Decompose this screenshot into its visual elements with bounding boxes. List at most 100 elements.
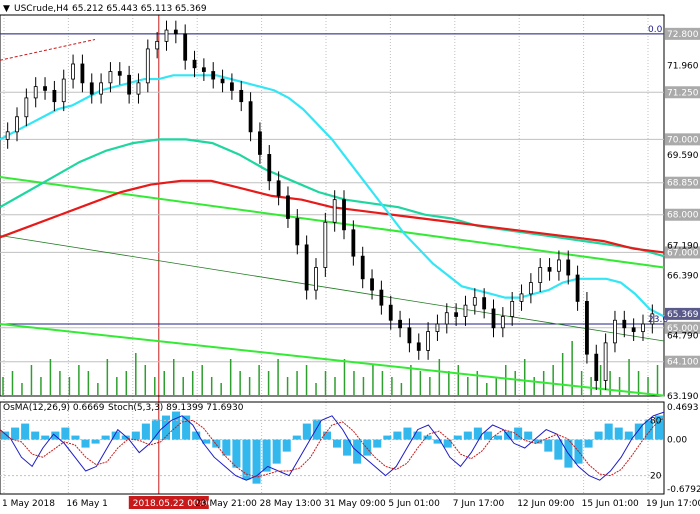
osma-bar	[343, 439, 352, 456]
candle-body	[482, 297, 487, 310]
candle-body	[472, 297, 477, 306]
osma-bar	[493, 435, 503, 440]
osma-axis-label: 0.00	[667, 436, 687, 446]
chart-header-symbol: USCrude,H4	[14, 4, 69, 14]
osma-bar	[232, 439, 241, 468]
candle-body	[183, 33, 188, 61]
candle-body	[248, 101, 253, 133]
osma-bar	[61, 427, 70, 440]
time-label: 12 Jun 09:00	[517, 499, 574, 509]
stoch-signal-line	[0, 417, 665, 478]
osma-bar	[333, 439, 342, 448]
level-label-bg	[665, 355, 700, 368]
level-label-bg	[665, 133, 700, 146]
channel-line	[0, 176, 665, 269]
oscillator-panel: 0.4693 0.00 -0.6792 20 80	[0, 403, 700, 495]
osma-bar	[71, 435, 80, 440]
candle-body	[314, 267, 318, 291]
candle-body	[510, 301, 515, 317]
osma-bar	[363, 439, 372, 456]
candle-body	[211, 71, 216, 80]
osma-bar	[111, 431, 120, 440]
osma-bar	[212, 439, 221, 448]
fib-label: 0.0	[648, 25, 663, 35]
candle-body	[295, 218, 300, 246]
osma-bar	[161, 415, 171, 440]
time-label: 23 May 21:00	[195, 499, 257, 509]
candle-body	[173, 29, 178, 35]
candle-body	[33, 86, 38, 99]
volume-bars	[2, 341, 659, 395]
sub-frame	[0, 401, 665, 495]
candle-body	[613, 319, 617, 344]
candle-body	[370, 278, 374, 291]
candle-body	[15, 116, 19, 133]
osma-bar	[21, 423, 30, 440]
osma-bar	[393, 431, 402, 440]
level-label: 65.000	[667, 324, 699, 334]
level-label-bg	[665, 246, 700, 259]
osma-bar	[534, 439, 543, 444]
osma-bar	[91, 439, 100, 444]
candle-body	[351, 229, 356, 257]
level-label: 68.000	[667, 211, 699, 221]
candle-body	[379, 289, 384, 306]
osma-bar	[81, 439, 90, 448]
osma-bar	[202, 439, 211, 444]
osma-bar	[413, 431, 422, 440]
osma-bar	[423, 435, 432, 440]
candle-body	[5, 131, 10, 140]
candle-body	[388, 304, 393, 321]
candle-body	[61, 78, 66, 103]
fib-label: 23.6	[648, 315, 668, 325]
candle-body	[463, 304, 468, 317]
stoch-level-label: 80	[650, 416, 662, 426]
candle-body	[416, 342, 421, 351]
osma-bar	[584, 439, 593, 448]
channel-line	[0, 235, 665, 342]
level-label: 64.100	[667, 358, 699, 368]
candle-body	[239, 89, 244, 103]
candle-body	[528, 282, 533, 295]
trend-line	[0, 39, 96, 61]
candle-body	[136, 82, 141, 95]
candle-body	[342, 199, 346, 231]
stoch-header: Stoch(5,3,3) 89.1399 71.6930	[108, 403, 244, 413]
price-tick-label: 66.390	[667, 271, 699, 281]
candle-body	[631, 327, 636, 332]
price-axis-labels: 72.800 71.250 70.000 68.850 68.000 67.000 65.0…	[648, 25, 700, 402]
level-label-bg	[665, 176, 700, 189]
current-price-label: 65.369	[667, 310, 699, 320]
osma-bar	[282, 439, 291, 452]
candle-body	[80, 63, 85, 84]
candle-body	[426, 331, 431, 351]
current-price-bg	[665, 307, 700, 320]
osma-bar	[272, 439, 281, 464]
osma-bar	[192, 431, 201, 440]
price-tick-label: 63.190	[667, 392, 699, 402]
candle-body	[108, 71, 113, 84]
arrow-down-icon[interactable]: ▼	[3, 4, 10, 14]
candle-body	[24, 97, 29, 118]
candle-body	[323, 221, 328, 268]
osma-bar	[483, 431, 492, 440]
candle-body	[52, 89, 57, 103]
candle-body	[594, 353, 599, 381]
osma-bar	[151, 419, 160, 440]
osma-bar	[252, 439, 261, 484]
candle-body	[332, 199, 337, 223]
candle-body	[538, 267, 543, 283]
candle-body	[229, 82, 234, 91]
osma-bar	[453, 435, 462, 440]
candle-body	[43, 86, 47, 91]
candle-body	[117, 71, 122, 76]
osma-bar	[11, 427, 20, 440]
osma-bar	[604, 423, 613, 440]
candles	[5, 20, 655, 390]
candle-body	[89, 82, 94, 95]
candle-body	[585, 301, 589, 355]
osma-bar	[1, 431, 10, 440]
osma-header: OsMA(12,26,9) 0.6669	[3, 403, 105, 413]
